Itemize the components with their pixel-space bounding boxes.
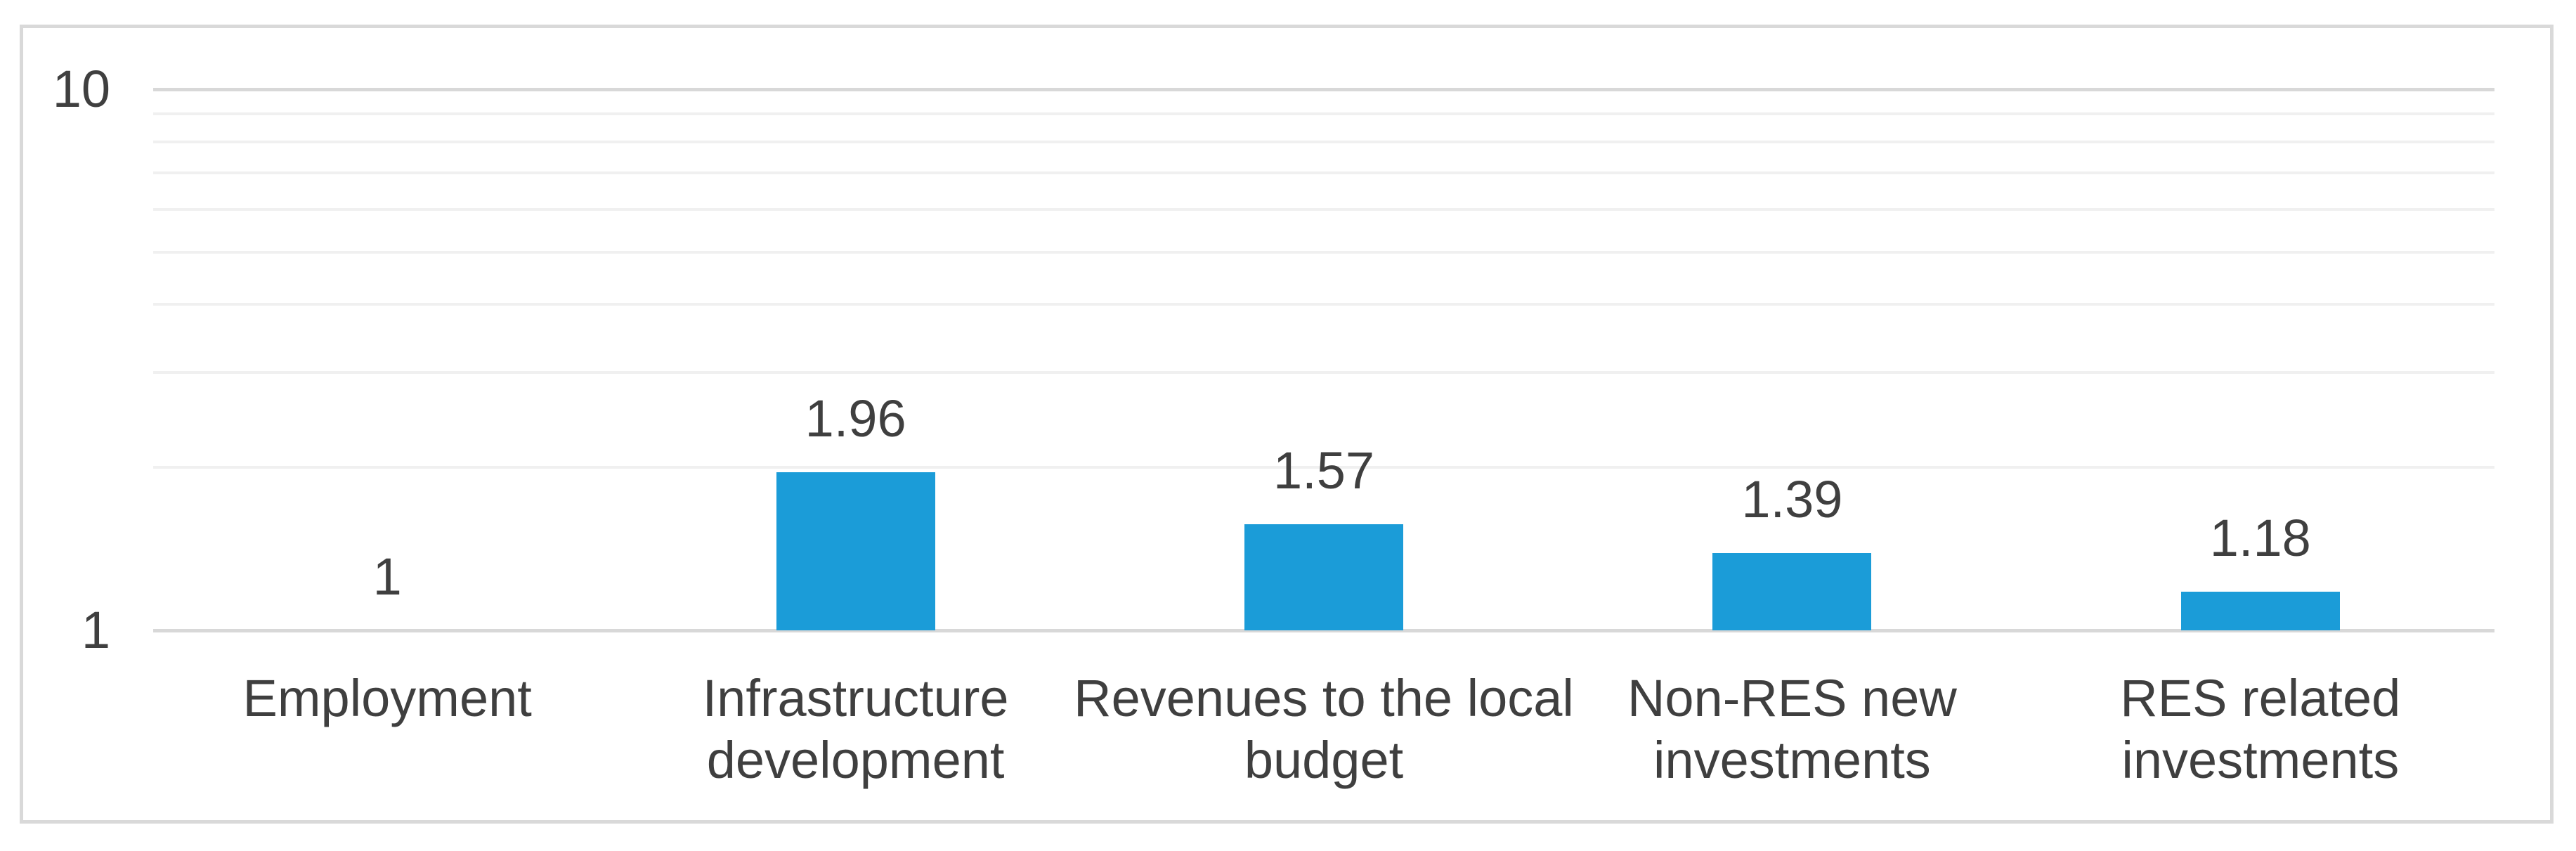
gridline-minor xyxy=(153,303,2494,306)
data-label: 1 xyxy=(372,547,402,606)
gridline-minor xyxy=(153,466,2494,469)
gridline-minor xyxy=(153,171,2494,175)
gridline-minor xyxy=(153,250,2494,254)
data-label: 1.96 xyxy=(805,389,906,448)
gridline-minor xyxy=(153,140,2494,143)
category-label: Infrastructure development xyxy=(702,669,1009,789)
gridline-minor xyxy=(153,370,2494,374)
bar xyxy=(2180,591,2340,630)
category-label: RES related investments xyxy=(2120,669,2401,789)
category-label: Employment xyxy=(242,669,532,727)
category-label: Non-RES new investments xyxy=(1627,669,1957,789)
bar xyxy=(1244,524,1403,630)
gridline-minor xyxy=(153,207,2494,211)
gridline-major-top xyxy=(153,87,2494,91)
gridline-minor xyxy=(153,112,2494,116)
data-label: 1.18 xyxy=(2209,508,2311,567)
bar xyxy=(776,472,935,630)
y-axis-tick-label: 10 xyxy=(52,60,110,118)
bar xyxy=(1712,552,1872,630)
x-axis-line xyxy=(153,628,2494,632)
chart-frame xyxy=(20,25,2554,824)
category-label: Revenues to the local budget xyxy=(1074,669,1574,789)
y-axis-tick-label: 1 xyxy=(81,601,110,659)
data-label: 1.39 xyxy=(1741,469,1843,528)
data-label: 1.57 xyxy=(1273,441,1375,500)
